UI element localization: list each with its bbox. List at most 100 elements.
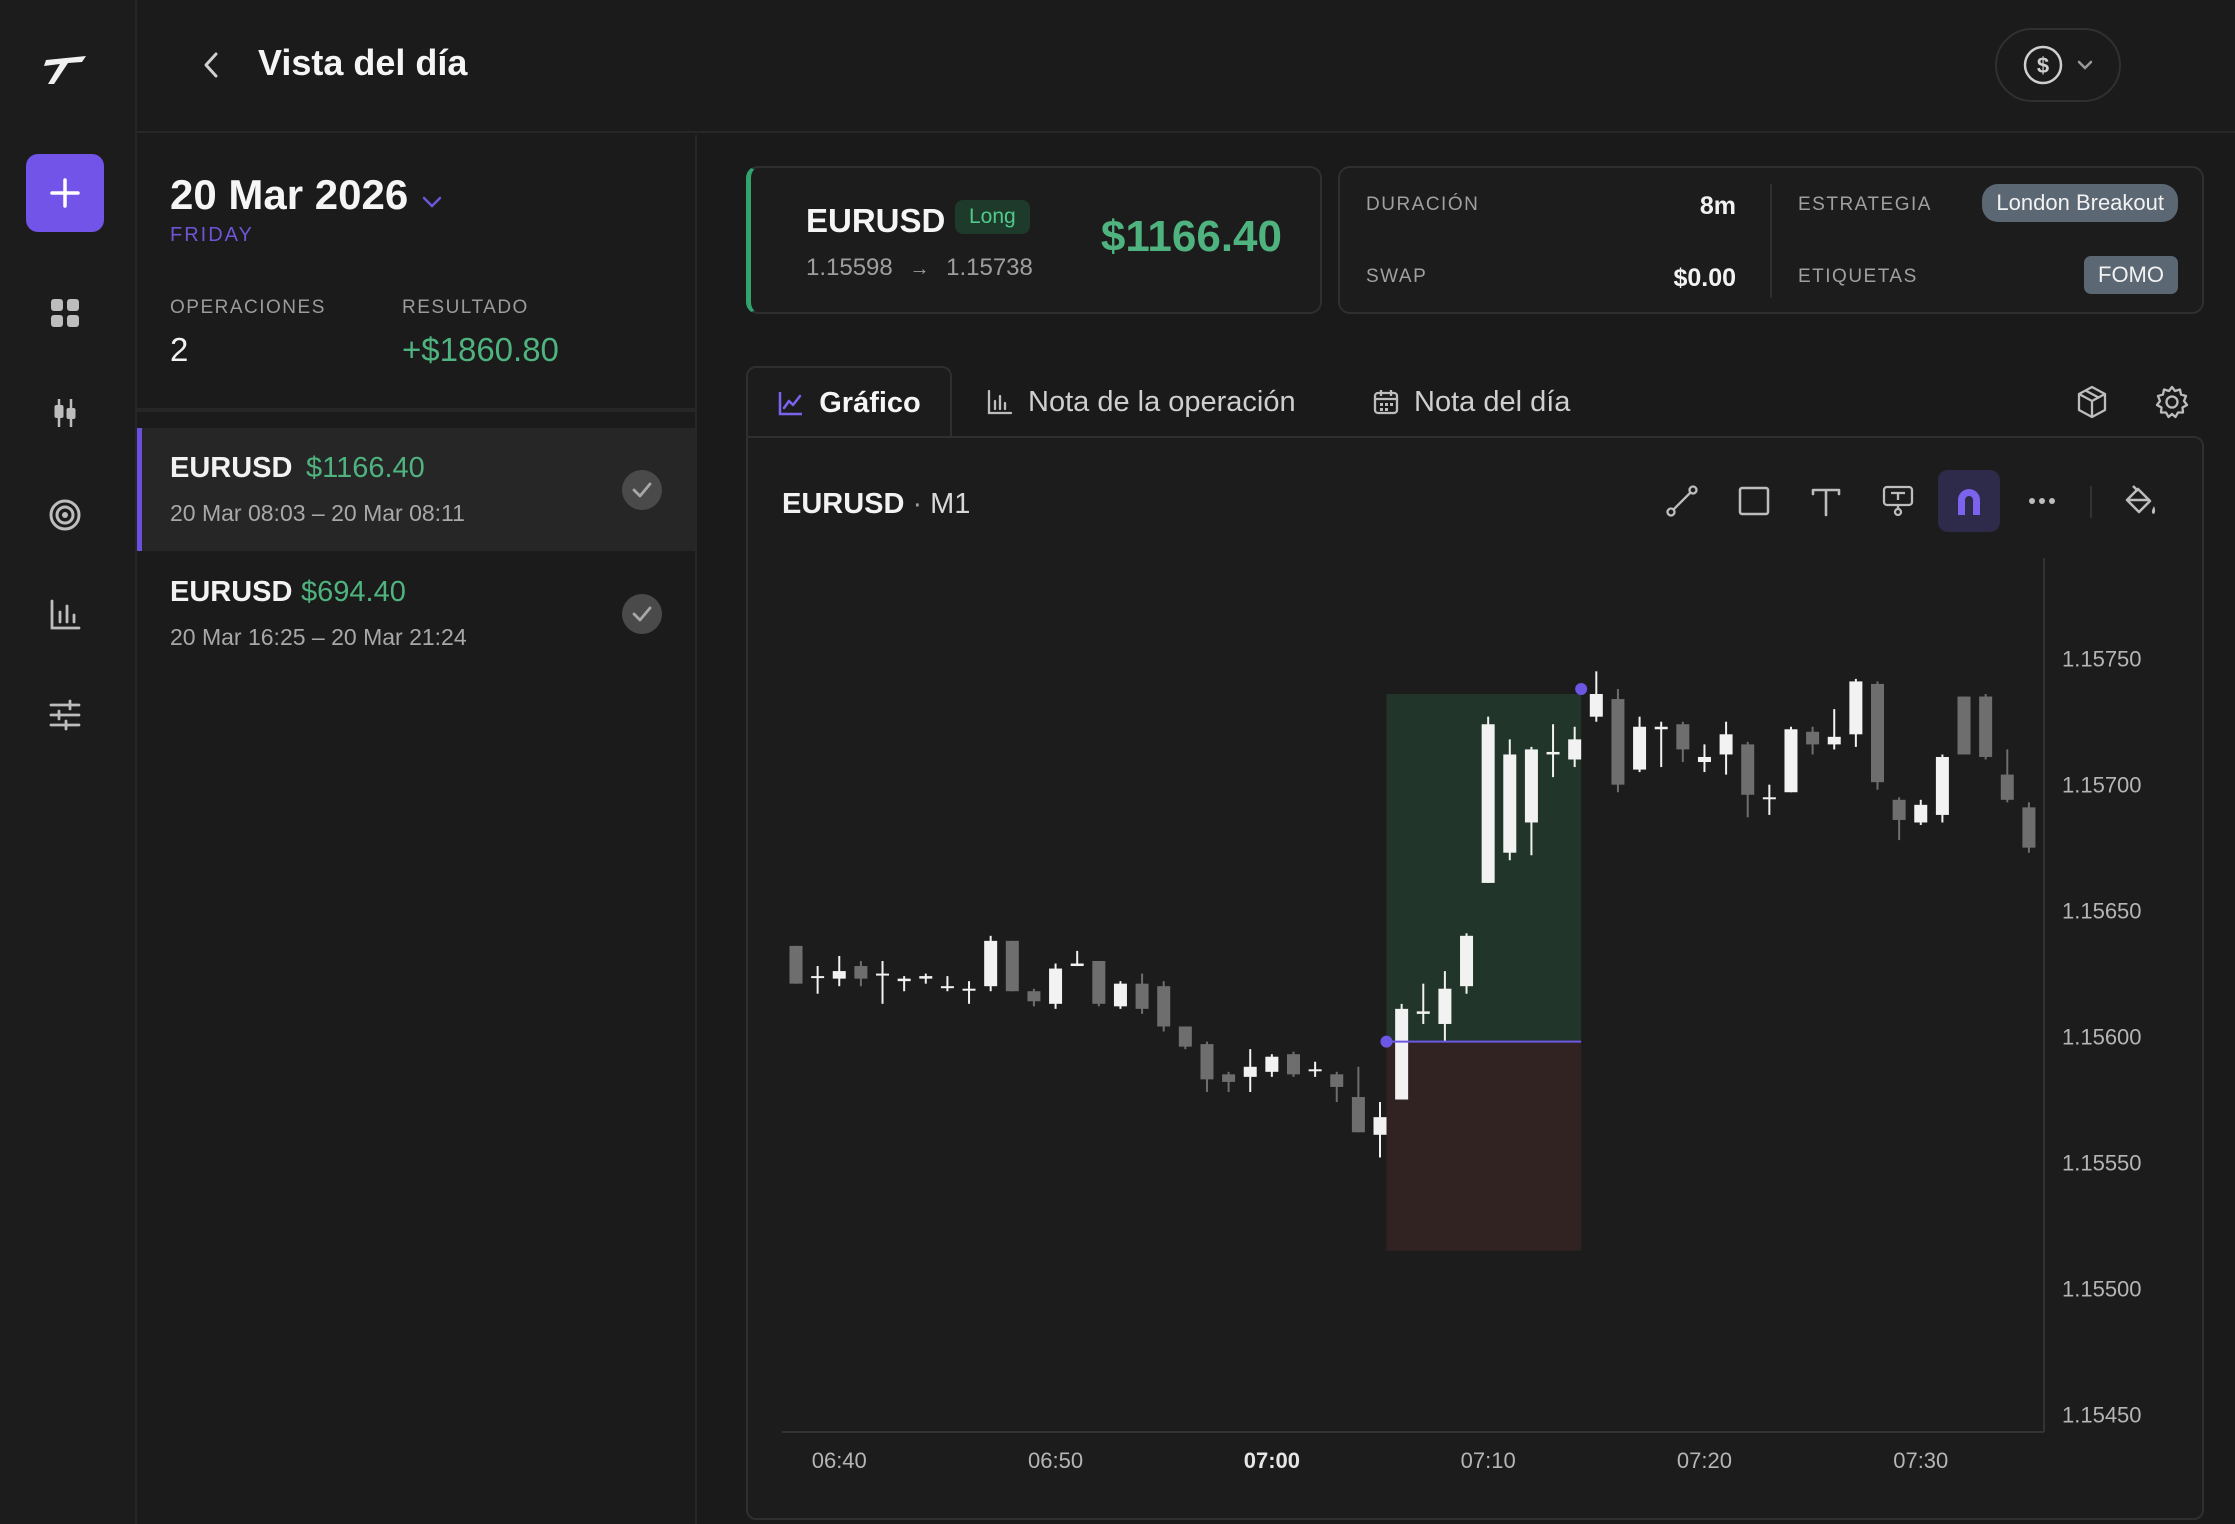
- bull-candle: [1546, 751, 1560, 755]
- bear-candle: [1222, 1074, 1236, 1082]
- entry-marker: [1380, 1035, 1393, 1048]
- trade-pnl: $1166.40: [306, 452, 425, 484]
- bear-candle: [1741, 744, 1755, 795]
- bull-candle: [1654, 726, 1668, 730]
- time-tick-label: 07:30: [1893, 1448, 1948, 1473]
- bull-candle: [1849, 681, 1863, 735]
- bull-candle: [2066, 855, 2079, 893]
- paint-bucket-button[interactable]: [2109, 470, 2171, 532]
- bull-candle: [1762, 797, 1776, 800]
- price-tick-label: 1.15750: [2062, 647, 2142, 672]
- plus-icon: [50, 178, 80, 208]
- chart-symbol: EURUSD: [782, 488, 905, 520]
- exit-price: 1.15738: [946, 254, 1033, 281]
- arrow-right-icon: →: [909, 258, 930, 280]
- tag-chip[interactable]: FOMO: [2084, 256, 2178, 294]
- trade-reviewed-check[interactable]: [622, 470, 662, 510]
- check-icon: [632, 606, 652, 622]
- price-label-tool-button[interactable]: [1867, 470, 1929, 532]
- bull-candle: [919, 976, 933, 979]
- date-picker-button[interactable]: [421, 195, 443, 214]
- chart-timeframe: M1: [930, 488, 971, 520]
- duracion-value: 8m: [1699, 192, 1736, 220]
- line-chart-icon: [778, 392, 803, 416]
- bear-candle: [1157, 986, 1171, 1027]
- price-tick-label: 1.15650: [2062, 899, 2142, 924]
- side-badge: Long: [955, 200, 1030, 234]
- chart-panel: EURUSD · M1 1.15750 1.15700 1.15650 1.15600 1.…: [746, 436, 2204, 1520]
- tab-nota-operacion[interactable]: Nota de la operación: [986, 366, 1296, 438]
- candlestick-chart[interactable]: 1.15750 1.15700 1.15650 1.15600 1.15550 1.155…: [748, 438, 2202, 1518]
- trade-reviewed-check[interactable]: [622, 594, 662, 634]
- bull-candle: [1719, 734, 1733, 755]
- bear-candle: [1330, 1074, 1344, 1087]
- plot-area: [789, 671, 2100, 1251]
- bull-candle: [1438, 988, 1452, 1024]
- target-icon[interactable]: [42, 492, 88, 538]
- calendar-icon: [1373, 390, 1399, 415]
- magnet-icon: [1958, 489, 1980, 515]
- strategy-chip[interactable]: London Breakout: [1982, 184, 2178, 222]
- magnet-tool-button[interactable]: [1938, 470, 2000, 532]
- bar-chart-icon[interactable]: [42, 592, 88, 638]
- rectangle-tool-button[interactable]: [1723, 470, 1785, 532]
- bear-candle: [1135, 983, 1149, 1009]
- gear-icon[interactable]: [2150, 380, 2194, 424]
- bull-candle: [811, 976, 825, 979]
- bull-candle: [1243, 1066, 1257, 1077]
- sliders-icon[interactable]: [42, 692, 88, 738]
- dollar-circle-icon: $: [2023, 45, 2063, 85]
- day-weekday: FRIDAY: [170, 224, 254, 246]
- bull-candle: [1827, 736, 1841, 745]
- swap-label: SWAP: [1366, 266, 1428, 287]
- time-tick-label: 07:20: [1677, 1448, 1732, 1473]
- candlestick-icon[interactable]: [42, 390, 88, 436]
- app-logo-icon[interactable]: [40, 50, 92, 95]
- text-tool-button[interactable]: [1795, 470, 1857, 532]
- more-tools-button[interactable]: [2011, 470, 2073, 532]
- tab-grafico[interactable]: Gráfico: [746, 366, 952, 438]
- bear-candle: [1092, 960, 1106, 1004]
- toolbar-divider: [2090, 486, 2092, 518]
- trendline-tool-button[interactable]: [1651, 470, 1713, 532]
- bull-candle: [962, 988, 976, 991]
- bull-candle: [897, 978, 911, 982]
- dashboard-icon[interactable]: [42, 290, 88, 336]
- trade-pnl: $694.40: [301, 576, 406, 608]
- bear-candle: [1806, 731, 1820, 745]
- price-tick-label: 1.15500: [2062, 1276, 2142, 1301]
- bear-candle: [2000, 774, 2014, 800]
- divider: [137, 408, 697, 412]
- exit-marker: [1575, 683, 1588, 696]
- day-panel: 20 Mar 2026 FRIDAY OPERACIONES 2 RESULTA…: [137, 135, 697, 1524]
- add-trade-button[interactable]: [26, 154, 104, 232]
- bull-candle: [1481, 724, 1495, 883]
- bear-candle: [1286, 1054, 1300, 1075]
- text-icon: [1811, 488, 1841, 517]
- trade-list-item[interactable]: EURUSD $694.40 20 Mar 16:25 – 20 Mar 21:…: [137, 552, 695, 675]
- tab-nota-dia[interactable]: Nota del día: [1372, 366, 1570, 438]
- currency-selector[interactable]: $: [1995, 28, 2121, 102]
- trade-time: 20 Mar 08:03 – 20 Mar 08:11: [170, 500, 465, 526]
- bear-candle: [854, 966, 868, 979]
- bear-candle: [1200, 1044, 1214, 1080]
- bull-candle: [1308, 1069, 1322, 1072]
- bear-candle: [789, 945, 803, 984]
- bull-candle: [2087, 810, 2100, 848]
- back-button[interactable]: [197, 48, 227, 87]
- bull-candle: [1113, 983, 1127, 1007]
- bull-candle: [1049, 968, 1063, 1004]
- bear-candle: [1957, 696, 1971, 755]
- bull-candle: [1524, 749, 1538, 823]
- trade-time: 20 Mar 16:25 – 20 Mar 21:24: [170, 624, 467, 650]
- bull-candle: [1373, 1117, 1387, 1135]
- bull-candle: [1589, 694, 1603, 717]
- trade-list-item[interactable]: EURUSD $1166.40 20 Mar 08:03 – 20 Mar 08…: [137, 428, 695, 551]
- bull-candle: [1633, 726, 1647, 770]
- bull-candle: [1416, 1011, 1430, 1014]
- cube-icon[interactable]: [2070, 380, 2114, 424]
- bear-candle: [1351, 1097, 1365, 1133]
- resultado-label: RESULTADO: [402, 297, 529, 318]
- bull-candle: [1070, 963, 1084, 967]
- bull-candle: [1503, 754, 1517, 853]
